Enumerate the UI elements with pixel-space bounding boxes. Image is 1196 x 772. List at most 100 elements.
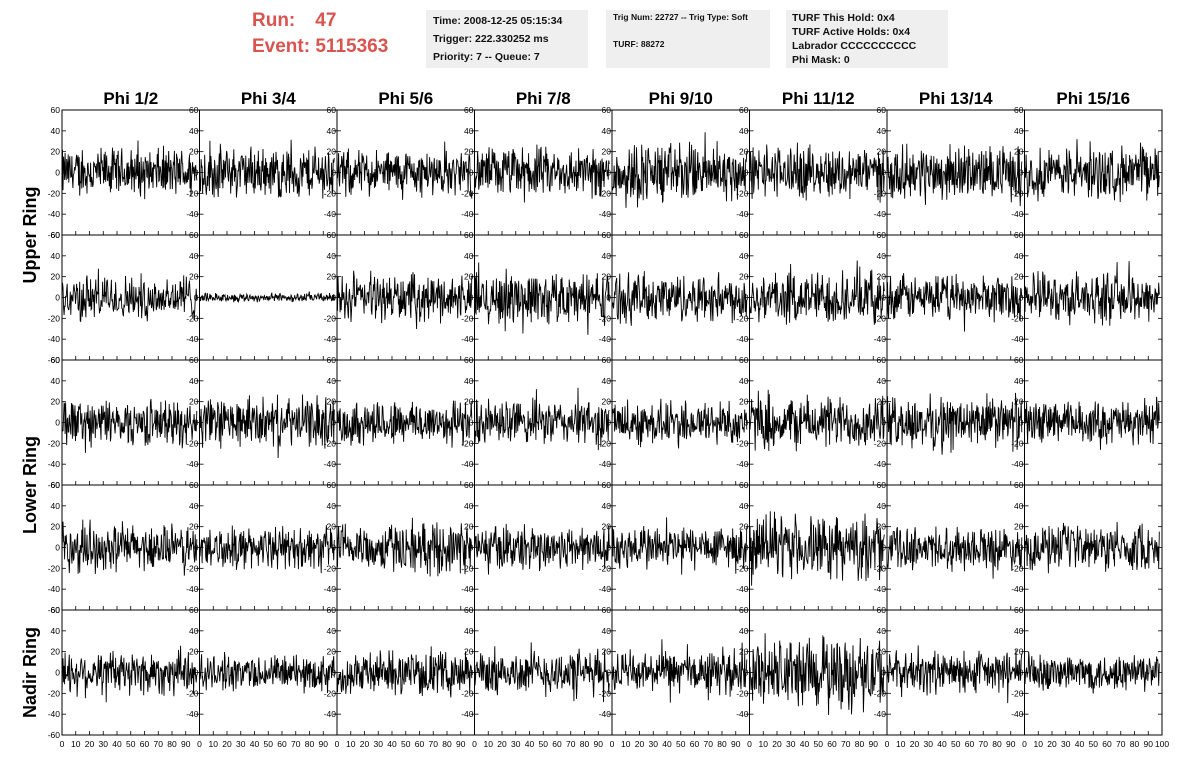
- y-tick-label: -20: [599, 438, 612, 448]
- y-tick-label: 40: [739, 626, 749, 636]
- y-tick-label: -20: [1011, 563, 1024, 573]
- x-tick-label: 50: [951, 739, 961, 749]
- y-tick-label: -20: [461, 563, 474, 573]
- x-tick-label: 60: [1102, 739, 1112, 749]
- y-tick-label: -40: [1011, 584, 1024, 594]
- y-tick-label: -20: [186, 438, 199, 448]
- y-tick-label: 20: [1014, 522, 1024, 532]
- turf-active-text: TURF Active Holds: 0x4: [792, 26, 911, 38]
- y-tick-label: 20: [739, 397, 749, 407]
- y-tick-label: 40: [464, 376, 474, 386]
- y-tick-label: 0: [606, 293, 611, 303]
- waveform-trace-r1-c4: [474, 144, 610, 203]
- y-tick-label: -40: [461, 709, 474, 719]
- y-tick-label: 60: [602, 230, 612, 240]
- y-tick-label: 60: [602, 605, 612, 615]
- x-tick-label: 50: [264, 739, 274, 749]
- y-tick-label: 40: [739, 251, 749, 261]
- y-tick-label: -20: [874, 563, 887, 573]
- waveform-trace-r2-c1: [61, 268, 198, 323]
- y-tick-label: -40: [461, 334, 474, 344]
- y-tick-label: -40: [48, 709, 61, 719]
- y-tick-label: 40: [877, 251, 887, 261]
- ring-label-2: Lower Ring: [20, 436, 40, 534]
- y-tick-label: -40: [324, 334, 337, 344]
- x-tick-label: 70: [154, 739, 164, 749]
- y-tick-label: 0: [55, 168, 60, 178]
- turf-hold-box: TURF This Hold: 0x4 TURF Active Holds: 0…: [786, 10, 948, 68]
- turf-text: TURF: 88272: [613, 39, 665, 49]
- x-tick-label: 20: [1047, 739, 1057, 749]
- y-tick-label: 20: [51, 397, 61, 407]
- x-tick-label: 50: [1089, 739, 1099, 749]
- y-tick-label: 20: [602, 647, 612, 657]
- x-tick-label: 60: [140, 739, 150, 749]
- x-tick-label: 80: [855, 739, 865, 749]
- y-tick-label: 40: [51, 376, 61, 386]
- y-tick-label: 60: [189, 105, 199, 115]
- y-tick-label: -40: [736, 209, 749, 219]
- y-tick-label: 0: [744, 168, 749, 178]
- y-tick-label: -40: [874, 334, 887, 344]
- y-tick-label: 20: [327, 522, 337, 532]
- y-tick-label: 40: [877, 376, 887, 386]
- y-tick-label: 40: [464, 501, 474, 511]
- y-tick-label: 20: [51, 147, 61, 157]
- x-tick-label: 70: [429, 739, 439, 749]
- y-tick-label: -20: [736, 188, 749, 198]
- x-tick-label: 20: [360, 739, 370, 749]
- y-tick-label: 0: [194, 668, 199, 678]
- y-tick-label: 20: [602, 397, 612, 407]
- x-tick-label: 30: [511, 739, 521, 749]
- y-tick-label: 40: [877, 126, 887, 136]
- y-tick-label: 0: [55, 543, 60, 553]
- y-tick-label: 40: [602, 626, 612, 636]
- y-tick-label: 60: [739, 230, 749, 240]
- y-tick-label: 0: [194, 418, 199, 428]
- x-tick-label: 40: [800, 739, 810, 749]
- waveform-trace-r2-c3: [336, 270, 473, 330]
- y-tick-label: -20: [324, 688, 337, 698]
- y-tick-label: -20: [324, 313, 337, 323]
- y-tick-label: 0: [55, 418, 60, 428]
- y-tick-label: -60: [48, 480, 61, 490]
- y-tick-label: 60: [877, 105, 887, 115]
- x-tick-label: 60: [277, 739, 287, 749]
- waveform-trace-r2-c4: [474, 262, 610, 335]
- y-tick-label: -20: [461, 313, 474, 323]
- y-tick-label: 20: [464, 397, 474, 407]
- x-tick-label: 30: [1061, 739, 1071, 749]
- y-tick-label: 0: [606, 543, 611, 553]
- x-tick-label: 50: [126, 739, 136, 749]
- x-tick-label: 100: [1155, 739, 1169, 749]
- y-tick-label: 20: [1014, 147, 1024, 157]
- y-tick-label: 60: [51, 480, 61, 490]
- y-tick-label: -20: [736, 563, 749, 573]
- y-tick-label: -40: [874, 584, 887, 594]
- y-tick-label: -20: [324, 563, 337, 573]
- x-tick-label: 20: [910, 739, 920, 749]
- y-tick-label: 0: [469, 668, 474, 678]
- y-tick-label: -20: [1011, 313, 1024, 323]
- waveform-trace-r4-c3: [336, 517, 473, 577]
- y-tick-label: 60: [189, 230, 199, 240]
- y-tick-label: -20: [736, 688, 749, 698]
- waveform-trace-r2-c7: [886, 273, 1023, 332]
- x-tick-label: 0: [1022, 739, 1027, 749]
- x-tick-label: 90: [1144, 739, 1154, 749]
- y-tick-label: 60: [1014, 230, 1024, 240]
- y-tick-label: 40: [464, 126, 474, 136]
- x-tick-label: 10: [209, 739, 219, 749]
- y-tick-label: 20: [877, 147, 887, 157]
- y-tick-label: 20: [1014, 647, 1024, 657]
- y-tick-label: 40: [877, 626, 887, 636]
- y-tick-label: 20: [464, 272, 474, 282]
- y-tick-label: 60: [51, 355, 61, 365]
- y-tick-label: 20: [602, 522, 612, 532]
- y-tick-label: -20: [874, 188, 887, 198]
- y-tick-label: 40: [602, 126, 612, 136]
- y-tick-label: -40: [599, 209, 612, 219]
- y-tick-label: 0: [331, 543, 336, 553]
- run-event-box: Run: 47 Event: 5115363: [252, 8, 388, 60]
